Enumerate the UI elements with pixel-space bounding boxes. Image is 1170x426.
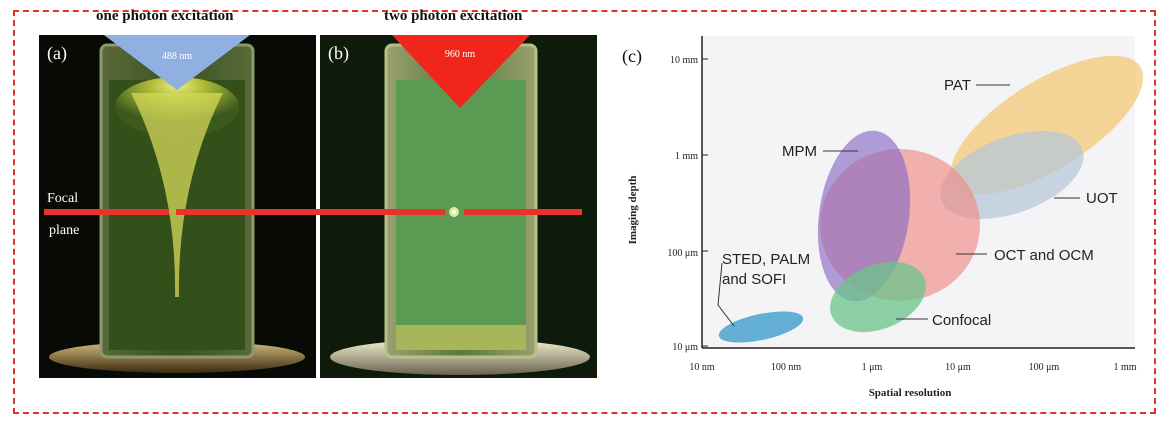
sted-palm-sofi-region [718, 311, 804, 343]
y-axis-label: Imaging depth [627, 176, 639, 245]
panel-a-heading: one photon excitation [96, 8, 234, 24]
focal-plane-line-right [464, 209, 582, 215]
panel-a-photo: 488 nm (a) Focal plane [39, 35, 316, 378]
sted-label-line2: and SOFI [722, 271, 786, 288]
x-tick-label: 10 μm [945, 362, 971, 373]
mpm-label: MPM [782, 143, 817, 160]
dashed-figure-border [13, 10, 1156, 414]
excitation-beam-shaft [137, 35, 217, 55]
solution-bottom [396, 325, 526, 350]
panel-c-label: (c) [622, 46, 642, 67]
focal-label-line1: Focal [47, 191, 78, 206]
focal-plane-line-right [176, 209, 316, 215]
x-tick-label: 10 nm [689, 362, 715, 373]
panel-a-label: (a) [47, 43, 67, 64]
panel-b-photo: 960 nm (b) [320, 35, 597, 378]
y-tick-label: 10 mm [670, 55, 698, 66]
sted-leader-line [717, 262, 735, 327]
focal-spot-core [452, 210, 456, 214]
uot-label: UOT [1086, 190, 1118, 207]
mpm-region [817, 130, 911, 302]
panel-b-label: (b) [328, 43, 349, 64]
wavelength-label: 960 nm [445, 49, 476, 60]
focal-plane-line-left [44, 209, 169, 215]
excitation-beam-arrow [392, 35, 530, 108]
fluorescence-cone [131, 93, 223, 297]
panel-c-diagram: (c) PAT UOT MPM OCT and OCM Confocal STE… [622, 36, 1144, 399]
sted-label-line1: STED, PALM [722, 251, 810, 268]
x-tick-label: 100 μm [1029, 362, 1060, 373]
x-axis-label: Spatial resolution [869, 387, 952, 399]
focal-plane-line-left [320, 209, 445, 215]
x-tick-label: 1 mm [1113, 362, 1136, 373]
confocal-label: Confocal [932, 312, 991, 329]
x-tick-label: 1 μm [862, 362, 883, 373]
y-tick-label: 100 μm [667, 248, 698, 259]
uot-region [940, 131, 1084, 219]
panel-b-heading: two photon excitation [384, 8, 523, 24]
wavelength-label: 488 nm [162, 51, 193, 62]
focal-label-line2: plane [49, 223, 79, 238]
pat-label: PAT [944, 77, 971, 94]
y-tick-label: 1 mm [675, 151, 698, 162]
y-tick-label: 10 μm [672, 342, 698, 353]
confocal-region [830, 261, 926, 333]
oct-ocm-label: OCT and OCM [994, 247, 1094, 264]
x-tick-label: 100 nm [771, 362, 802, 373]
focal-plane-line-gap [316, 209, 324, 215]
